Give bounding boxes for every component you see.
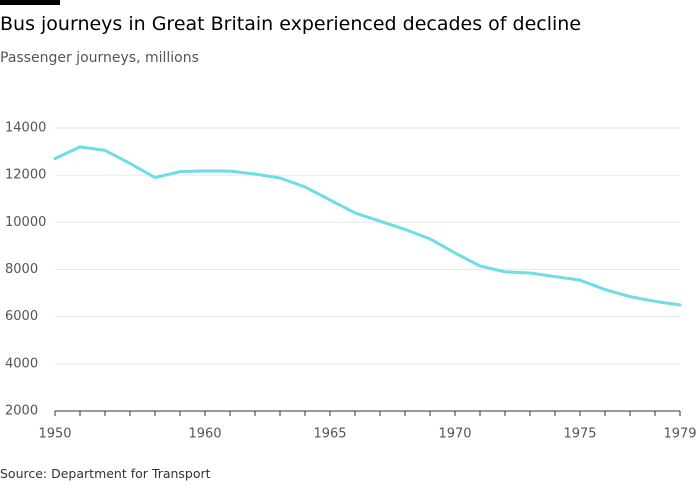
y-tick-label: 10000 <box>5 215 46 230</box>
y-tick-label: 12000 <box>5 168 46 183</box>
x-tick-label: 1950 <box>38 427 71 442</box>
source-note: Source: Department for Transport <box>0 466 211 481</box>
y-tick-label: 8000 <box>5 262 38 277</box>
y-tick-label: 6000 <box>5 309 38 324</box>
brand-bar <box>0 0 60 5</box>
data-line <box>53 145 682 307</box>
x-tick-label: 1979 <box>663 427 696 442</box>
x-tick-label: 1965 <box>313 427 346 442</box>
x-tick-label: 1960 <box>188 427 221 442</box>
y-tick-label: 4000 <box>5 356 38 371</box>
x-tick-label: 1975 <box>563 427 596 442</box>
chart-title: Bus journeys in Great Britain experience… <box>0 13 581 35</box>
y-tick-label: 14000 <box>5 121 46 136</box>
y-tick-label: 2000 <box>5 404 38 419</box>
chart-subtitle: Passenger journeys, millions <box>0 50 199 66</box>
x-tick-label: 1970 <box>438 427 471 442</box>
